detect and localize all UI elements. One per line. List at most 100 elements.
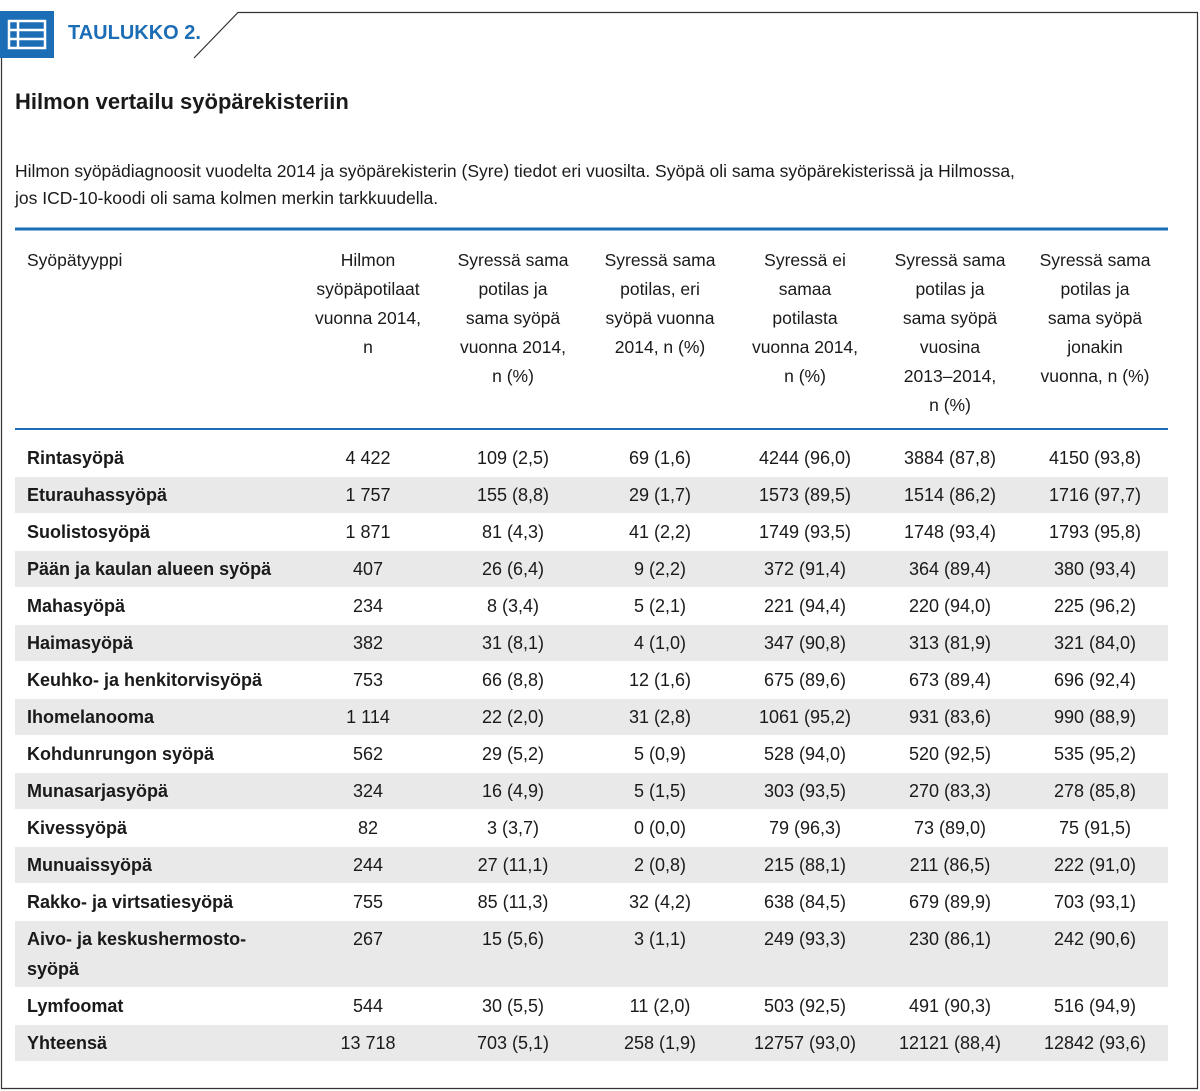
table-cell: 211 (86,5) bbox=[909, 855, 991, 875]
text-line: Syressä sama bbox=[604, 250, 716, 270]
text-line: n bbox=[363, 337, 373, 357]
table-cell: 29 (1,7) bbox=[628, 485, 692, 505]
tab-label: TAULUKKO 2. bbox=[68, 22, 201, 44]
table-cell: 520 (92,5) bbox=[908, 744, 992, 764]
table-cell: 2 (0,8) bbox=[633, 855, 687, 875]
table-cell: 491 (90,3) bbox=[908, 996, 992, 1016]
row-label: Suolistosyöpä bbox=[27, 522, 151, 542]
table-cell: 85 (11,3) bbox=[477, 892, 549, 912]
table-cell: 79 (96,3) bbox=[768, 818, 842, 838]
text-line: samaa bbox=[778, 279, 832, 299]
table-cell: 31 (8,1) bbox=[481, 633, 545, 653]
table-cell: 931 (83,6) bbox=[908, 707, 992, 727]
table-cell: 1573 (89,5) bbox=[758, 485, 852, 505]
table-cell: 4 422 bbox=[345, 448, 391, 468]
table-cell: 31 (2,8) bbox=[628, 707, 692, 727]
table-cell: 703 (5,1) bbox=[476, 1033, 550, 1053]
text-line: Syressä sama bbox=[1039, 250, 1151, 270]
row-label: Keuhko- ja henkitorvisyöpä bbox=[27, 670, 263, 690]
text-line: vuonna 2014, bbox=[459, 337, 567, 357]
table-cell: 1 114 bbox=[346, 707, 390, 727]
text-line: potilas ja bbox=[915, 279, 985, 299]
table-row: Mahasyöpä 234 8 (3,4) 5 (2,1) 221 (94,4) 220 … bbox=[15, 588, 1168, 624]
text-line: n (%) bbox=[784, 366, 826, 386]
column-header: Syressä sama potilas ja sama syöpä jonakin v… bbox=[1020, 246, 1170, 391]
text-line: potilas ja bbox=[1060, 279, 1130, 299]
table-row: Eturauhassyöpä 1 757 155 (8,8) 29 (1,7) 1573… bbox=[15, 477, 1168, 513]
table-cell: 8 (3,4) bbox=[486, 596, 540, 616]
table-cell: 66 (8,8) bbox=[481, 670, 545, 690]
table-cell: 535 (95,2) bbox=[1053, 744, 1137, 764]
table-cell: 990 (88,9) bbox=[1053, 707, 1137, 727]
table-row: Rakko- ja virtsatiesyöpä 755 85 (11,3) 32 (… bbox=[15, 884, 1168, 920]
table-cell: 324 bbox=[352, 781, 384, 801]
table-cell: 215 (88,1) bbox=[763, 855, 847, 875]
table-cell: 675 (89,6) bbox=[763, 670, 847, 690]
table-cell: 9 (2,2) bbox=[633, 559, 687, 579]
table-cell: 242 (90,6) bbox=[1053, 929, 1137, 949]
row-label: Rakko- ja virtsatiesyöpä bbox=[27, 892, 234, 912]
table-cell: 372 (91,4) bbox=[763, 559, 847, 579]
table-cell: 27 (11,1) bbox=[477, 855, 549, 875]
table-row: Ihomelanooma 1 114 22 (2,0) 31 (2,8) 1061 (9… bbox=[15, 699, 1168, 735]
table-cell: 4150 (93,8) bbox=[1048, 448, 1142, 468]
table-cell: 303 (93,5) bbox=[763, 781, 847, 801]
text-line: vuosina bbox=[919, 337, 981, 357]
row-label: Pään ja kaulan alueen syöpä bbox=[27, 559, 272, 579]
table-row: Rintasyöpä 4 422 109 (2,5) 69 (1,6) 4244 (96… bbox=[15, 440, 1168, 476]
text-line: Hilmon bbox=[340, 250, 396, 270]
description-line: jos ICD-10-koodi oli sama kolmen merkin … bbox=[15, 188, 439, 208]
table-cell: 4244 (96,0) bbox=[758, 448, 852, 468]
text-line: potilas, eri bbox=[620, 279, 700, 299]
text-line: Syressä ei bbox=[764, 250, 846, 270]
table-cell: 755 bbox=[352, 892, 384, 912]
table-cell: 638 (84,5) bbox=[763, 892, 847, 912]
table-cell: 1749 (93,5) bbox=[758, 522, 852, 542]
text-line: n (%) bbox=[492, 366, 534, 386]
table-cell: 1 871 bbox=[345, 522, 391, 542]
table-cell: 12842 (93,6) bbox=[1043, 1033, 1147, 1053]
table-cell: 753 bbox=[352, 670, 384, 690]
table-row: Haimasyöpä 382 31 (8,1) 4 (1,0) 347 (90,8) 31… bbox=[15, 625, 1168, 661]
text-line: Syöpätyyppi bbox=[27, 250, 123, 270]
table-cell: 16 (4,9) bbox=[481, 781, 545, 801]
table-cell: 703 (93,1) bbox=[1053, 892, 1137, 912]
table-cell: 221 (94,4) bbox=[763, 596, 847, 616]
table-row: Lymfoomat 544 30 (5,5) 11 (2,0) 503 (92,5) 49… bbox=[15, 988, 1168, 1024]
table-cell: 109 (2,5) bbox=[476, 448, 550, 468]
table-cell: 528 (94,0) bbox=[763, 744, 847, 764]
table-cell: 382 bbox=[352, 633, 384, 653]
text-line: 2013–2014, bbox=[903, 366, 997, 386]
table-row: Aivo- ja keskushermosto-syöpä 267 15 (5,6)… bbox=[15, 921, 1168, 987]
table-cell: 1061 (95,2) bbox=[758, 707, 852, 727]
table-cell: 3 (3,7) bbox=[486, 818, 540, 838]
table-cell: 222 (91,0) bbox=[1053, 855, 1137, 875]
table-cell: 1748 (93,4) bbox=[903, 522, 997, 542]
table-cell: 244 bbox=[352, 855, 384, 875]
text-line: Aivo- ja keskushermosto- bbox=[27, 929, 247, 949]
table-cell: 347 (90,8) bbox=[763, 633, 847, 653]
table-cell: 258 (1,9) bbox=[623, 1033, 697, 1053]
table-row: Pään ja kaulan alueen syöpä 407 26 (6,4) 9 … bbox=[15, 551, 1168, 587]
description: Hilmon syöpädiagnoosit vuodelta 2014 ja … bbox=[15, 158, 1015, 212]
table-cell: 12757 (93,0) bbox=[753, 1033, 857, 1053]
text-line: Syressä sama bbox=[894, 250, 1006, 270]
table-cell: 1716 (97,7) bbox=[1048, 485, 1142, 505]
table-cell: 5 (2,1) bbox=[633, 596, 687, 616]
table-cell: 516 (94,9) bbox=[1053, 996, 1137, 1016]
row-label: Munasarjasyöpä bbox=[27, 781, 169, 801]
table-row: Yhteensä 13 718 703 (5,1) 258 (1,9) 12757 (9… bbox=[15, 1025, 1168, 1061]
table-cell: 321 (84,0) bbox=[1053, 633, 1137, 653]
text-line: Syressä sama bbox=[457, 250, 569, 270]
table-cell: 15 (5,6) bbox=[481, 929, 545, 949]
row-label: Munuaissyöpä bbox=[27, 855, 153, 875]
table-cell: 30 (5,5) bbox=[481, 996, 545, 1016]
table-cell: 1 757 bbox=[345, 485, 391, 505]
table-cell: 11 (2,0) bbox=[629, 996, 691, 1016]
text-line: potilasta bbox=[772, 308, 838, 328]
table-cell: 278 (85,8) bbox=[1053, 781, 1137, 801]
row-label: Rintasyöpä bbox=[27, 448, 125, 468]
table-cell: 220 (94,0) bbox=[908, 596, 992, 616]
text-line: 2014, n (%) bbox=[614, 337, 706, 357]
